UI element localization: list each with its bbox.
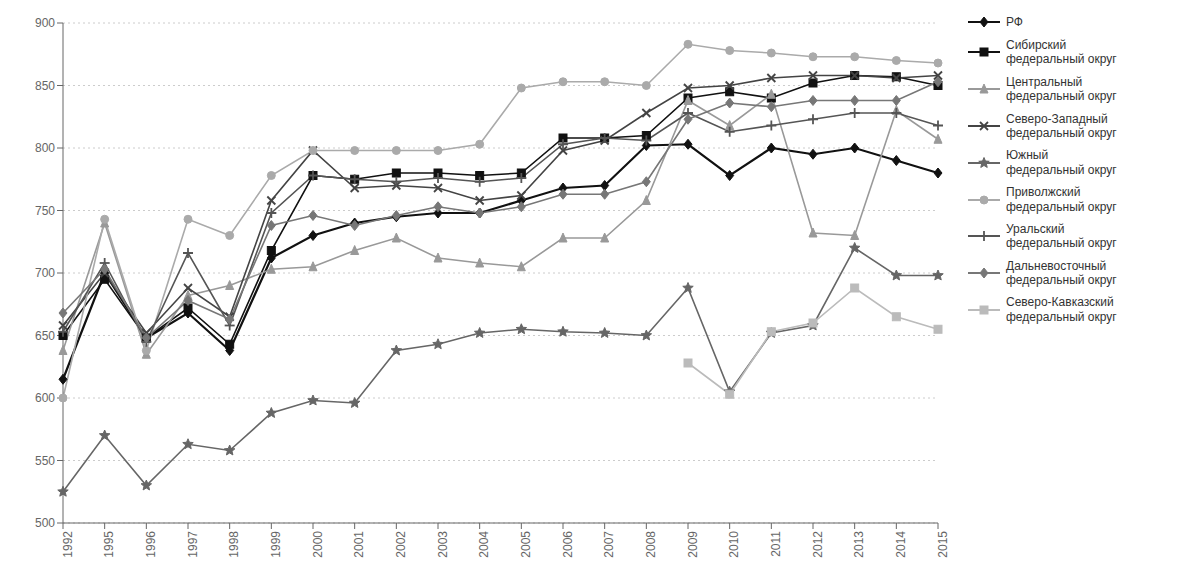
svg-text:1992: 1992 (61, 531, 75, 558)
svg-text:1998: 1998 (227, 531, 241, 558)
html-text:федеральный округ: федеральный округ (1006, 236, 1117, 251)
svg-text:2011: 2011 (769, 531, 783, 557)
svg-text:1999: 1999 (269, 531, 283, 558)
html-text:Приволжский: Приволжский (1006, 185, 1081, 200)
html-text:федеральный округ: федеральный округ (1006, 126, 1117, 140)
svg-text:550: 550 (35, 454, 55, 468)
svg-text:2014: 2014 (894, 531, 908, 558)
html-text:федеральный округ: федеральный округ (1006, 89, 1117, 104)
svg-text:850: 850 (35, 79, 55, 93)
svg-text:2002: 2002 (394, 531, 408, 558)
svg-text:2005: 2005 (519, 531, 533, 558)
html-text:Южный: Южный (1006, 148, 1049, 163)
svg-text:2003: 2003 (436, 531, 450, 558)
svg-text:2001: 2001 (352, 531, 366, 558)
html-text:федеральный округ: федеральный округ (1006, 309, 1117, 324)
svg-text:750: 750 (35, 204, 55, 218)
html-text:Центральный: Центральный (1006, 74, 1083, 89)
svg-text:2015: 2015 (936, 531, 950, 558)
svg-text:1996: 1996 (144, 531, 158, 558)
svg-text:800: 800 (35, 141, 55, 155)
svg-text:1995: 1995 (102, 531, 116, 558)
html-text:Сибирский: Сибирский (1006, 38, 1067, 52)
svg-text:1997: 1997 (186, 531, 200, 558)
svg-text:2009: 2009 (686, 531, 700, 558)
svg-text:2008: 2008 (644, 531, 658, 558)
html-text:федеральный округ: федеральный округ (1006, 273, 1117, 288)
svg-text:500: 500 (35, 516, 55, 530)
svg-text:2000: 2000 (311, 531, 325, 558)
svg-text:650: 650 (35, 329, 55, 343)
html-text:федеральный округ: федеральный округ (1006, 199, 1117, 214)
svg-text:2006: 2006 (561, 531, 575, 558)
html-text:Северо-Западный: Северо-Западный (1006, 111, 1108, 126)
svg-text:2012: 2012 (811, 531, 825, 558)
html-text:Уральский: Уральский (1006, 221, 1065, 236)
html-text:федеральный округ: федеральный округ (1006, 52, 1117, 67)
svg-text:2004: 2004 (477, 531, 491, 558)
svg-text:900: 900 (35, 16, 55, 30)
svg-text:600: 600 (35, 391, 55, 405)
html-text:Дальневосточный: Дальневосточный (1006, 258, 1107, 273)
html-text:Северо-Кавказский: Северо-Кавказский (1006, 295, 1114, 310)
html-text:РФ: РФ (1006, 14, 1023, 29)
svg-text:700: 700 (35, 266, 55, 280)
svg-text:2010: 2010 (727, 531, 741, 558)
html-text:федеральный округ: федеральный округ (1006, 162, 1117, 177)
svg-text:2013: 2013 (852, 531, 866, 558)
svg-text:2007: 2007 (602, 531, 616, 558)
